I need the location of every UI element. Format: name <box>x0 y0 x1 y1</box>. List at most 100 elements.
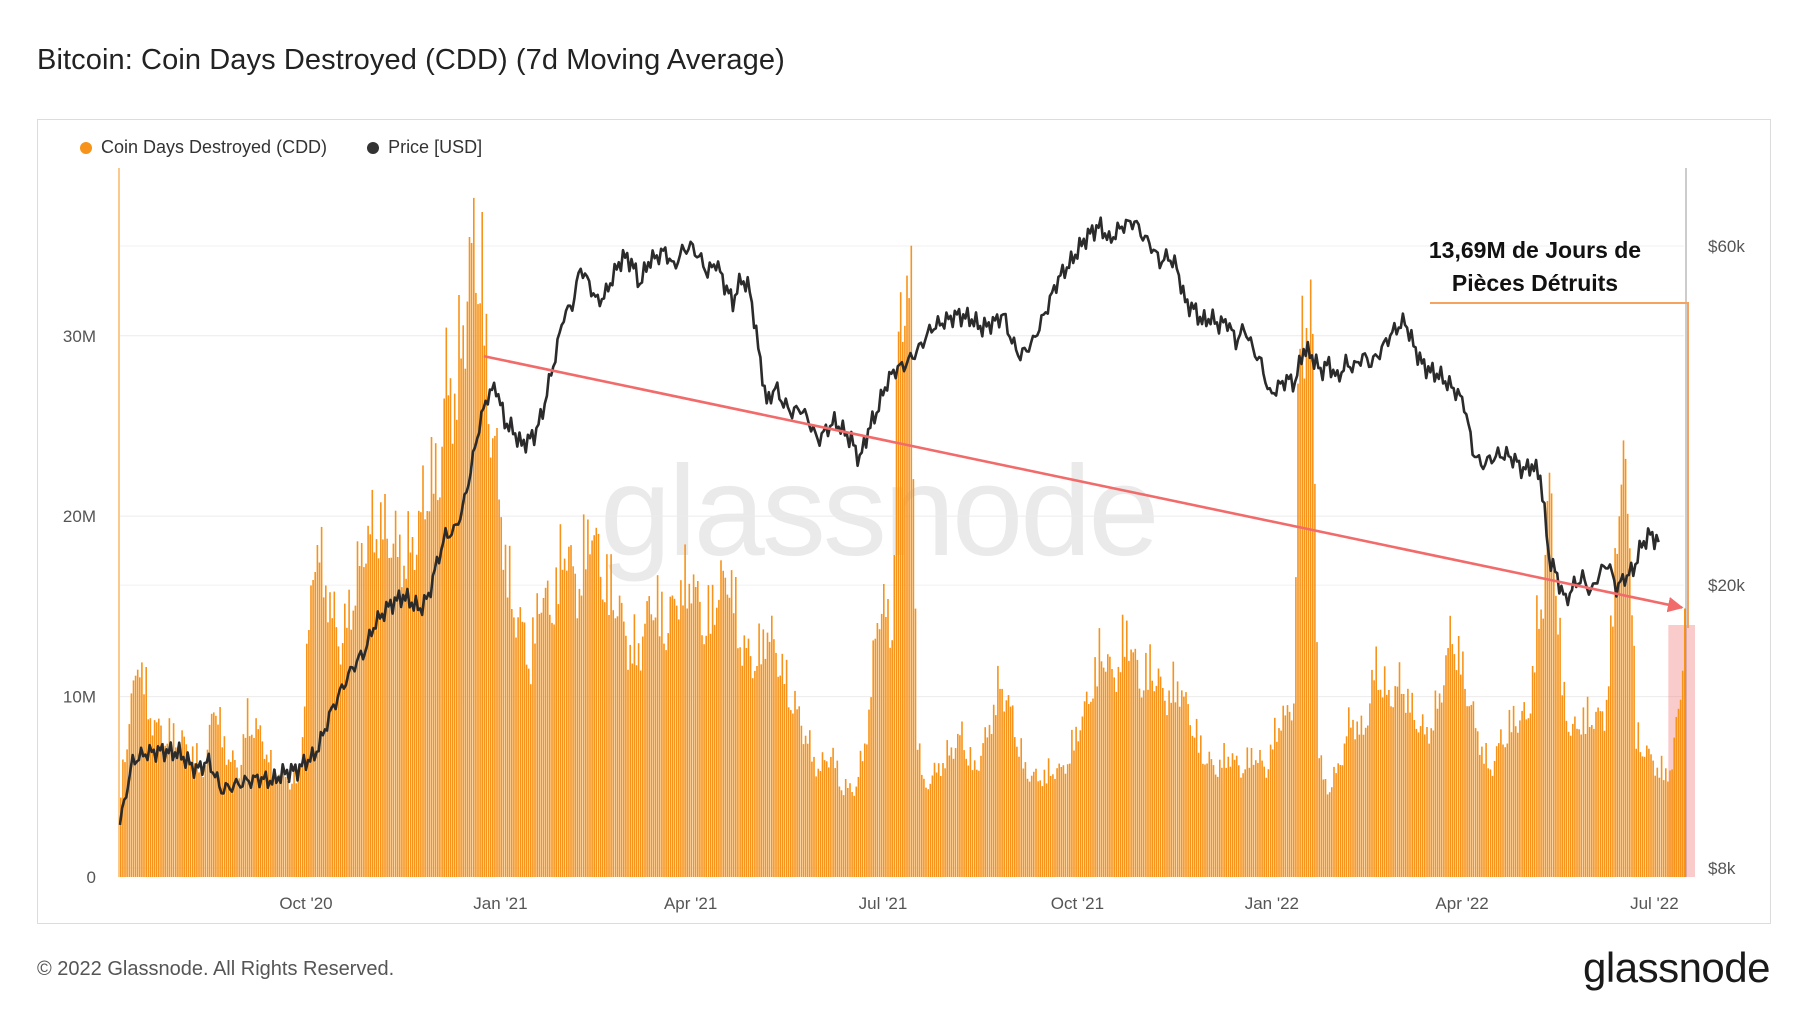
cdd-bar <box>1681 670 1684 877</box>
cdd-bar <box>1421 714 1424 877</box>
cdd-bar <box>735 577 737 877</box>
cdd-bar <box>582 514 585 877</box>
cdd-bar <box>1174 702 1177 877</box>
cdd-bar <box>437 500 439 877</box>
cdd-bar <box>464 368 467 877</box>
cdd-bar <box>616 616 619 877</box>
cdd-bar <box>181 730 183 877</box>
cdd-bar <box>1369 703 1371 877</box>
y-left-tick-label: 10M <box>63 688 96 707</box>
cdd-bar <box>1117 666 1120 877</box>
cdd-bar <box>284 777 287 877</box>
cdd-bar <box>1020 738 1022 877</box>
cdd-bar <box>891 640 893 877</box>
cdd-bar <box>1381 697 1384 877</box>
cdd-bar <box>940 776 942 877</box>
cdd-bar <box>369 534 371 877</box>
brand-logo[interactable]: glassnode <box>1583 944 1770 991</box>
cdd-bar <box>160 725 162 877</box>
cdd-bar <box>1176 681 1179 877</box>
cdd-bar <box>175 747 177 877</box>
cdd-bar <box>204 765 207 877</box>
price-line <box>118 216 1660 826</box>
cdd-bar <box>644 623 646 877</box>
cdd-bar <box>396 557 399 877</box>
cdd-bar <box>620 602 623 877</box>
cdd-bar <box>380 502 382 877</box>
cdd-bar <box>959 735 961 877</box>
cdd-bar <box>908 298 910 878</box>
cdd-bar <box>1371 669 1373 877</box>
cdd-bar <box>597 533 600 877</box>
legend-item-cdd[interactable]: Coin Days Destroyed (CDD) <box>80 137 327 158</box>
cdd-bar <box>1183 696 1185 877</box>
cdd-bar <box>762 629 765 877</box>
cdd-bar <box>849 783 851 877</box>
cdd-bar <box>623 621 625 877</box>
cdd-bar <box>1115 691 1118 877</box>
cdd-bar <box>185 744 188 877</box>
cdd-bar <box>580 595 583 877</box>
cdd-bar <box>749 656 752 877</box>
cdd-bar <box>1132 652 1134 877</box>
cdd-bar <box>1493 760 1496 877</box>
cdd-bar <box>1092 698 1094 877</box>
cdd-bar <box>132 680 135 877</box>
cdd-bar <box>1616 553 1618 877</box>
cdd-bar <box>1637 722 1640 877</box>
cdd-bar <box>1525 719 1528 877</box>
cdd-bar <box>1229 766 1232 877</box>
cdd-bar <box>578 588 581 877</box>
cdd-bar <box>1235 755 1238 877</box>
cdd-bar <box>1650 754 1652 877</box>
cdd-bar <box>1276 741 1278 877</box>
cdd-bar <box>1377 690 1380 877</box>
cdd-bar <box>1508 709 1511 877</box>
cdd-bar <box>815 776 817 877</box>
cdd-bar <box>785 659 788 877</box>
cdd-bar <box>1303 378 1306 877</box>
cdd-bar <box>1544 554 1547 877</box>
cdd-bar <box>1669 770 1671 877</box>
cdd-bar <box>1314 483 1316 877</box>
cdd-bar <box>1018 756 1020 877</box>
cdd-bar <box>957 733 959 877</box>
cdd-bar <box>946 740 948 877</box>
cdd-bar <box>508 545 511 877</box>
cdd-bar <box>1121 614 1124 877</box>
x-tick-label: Oct '21 <box>1051 894 1104 913</box>
legend-item-price[interactable]: Price [USD] <box>367 137 482 158</box>
cdd-bar <box>777 676 779 877</box>
cdd-bar <box>492 438 494 877</box>
cdd-bar <box>365 563 367 877</box>
cdd-bar <box>1073 750 1075 877</box>
cdd-bar <box>494 435 496 877</box>
cdd-bar <box>147 719 150 877</box>
cdd-bar <box>825 761 828 877</box>
cdd-bar <box>1559 617 1561 877</box>
cdd-bar <box>1047 758 1050 877</box>
cdd-bar <box>1447 648 1449 877</box>
cdd-bar <box>430 437 433 877</box>
cdd-bar <box>208 724 211 877</box>
cdd-bar <box>737 648 739 877</box>
cdd-bar <box>1618 516 1621 877</box>
cdd-bar <box>1297 383 1299 877</box>
cdd-bar <box>781 653 784 877</box>
cdd-bar <box>1635 748 1637 877</box>
cdd-bar <box>183 736 185 877</box>
cdd-bar <box>1470 704 1473 877</box>
cdd-bar <box>1569 735 1572 877</box>
cdd-bar <box>441 446 443 877</box>
cdd-bar <box>790 710 792 877</box>
cdd-bar <box>1631 615 1633 877</box>
cdd-bar <box>1643 756 1646 877</box>
cdd-bar <box>394 510 397 877</box>
cdd-bar <box>618 595 621 877</box>
cdd-bar <box>1561 695 1563 877</box>
cdd-bar <box>1360 715 1363 877</box>
cdd-bar <box>263 758 266 877</box>
cdd-bar <box>855 786 858 877</box>
cdd-bar <box>1157 668 1160 877</box>
cdd-bar <box>1662 780 1665 877</box>
